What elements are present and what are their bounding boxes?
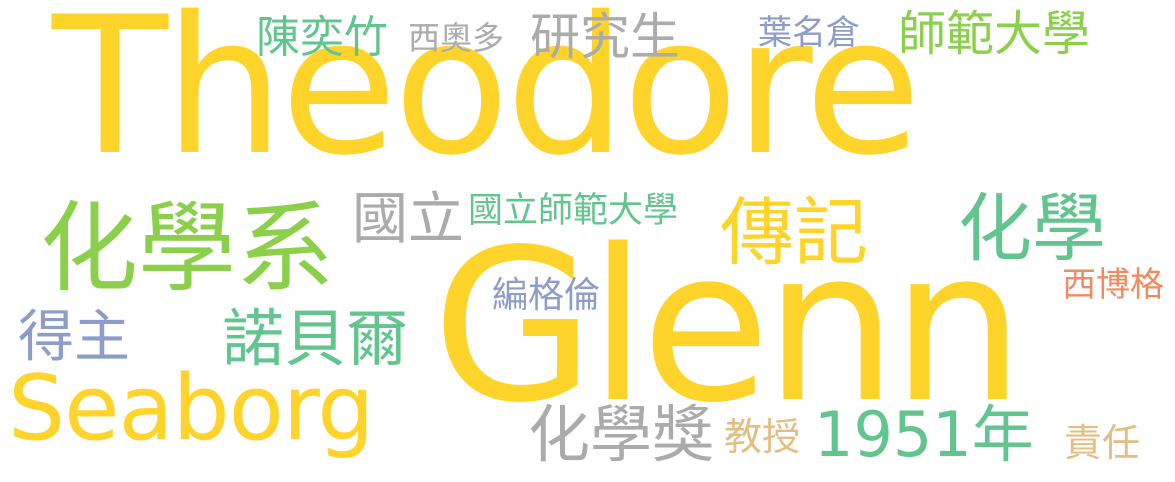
word-jiao-shou: 教授 <box>724 415 801 459</box>
word-1951-nian: 1951年 <box>814 398 1034 471</box>
word-guo-li-shi-fan-da-xue: 國立師範大學 <box>468 191 679 231</box>
word-shi-fan-da-xue: 師範大學 <box>898 6 1091 62</box>
word-glenn: Glenn <box>432 204 1024 449</box>
word-hua-xue-xi: 化學系 <box>40 192 335 306</box>
word-de-zhu: 得主 <box>18 305 130 370</box>
word-chen-yi-zhu: 陳奕竹 <box>256 12 388 63</box>
word-xi-ao-duo: 西奧多 <box>408 19 505 57</box>
word-zhuan-ji: 傳記 <box>720 190 868 276</box>
word-theodore: Theodore <box>52 0 921 197</box>
word-hua-xue-jiang: 化學獎 <box>528 398 715 471</box>
word-seaborg: Seaborg <box>8 356 374 461</box>
word-guo-li: 國立 <box>352 187 464 252</box>
word-xi-bo-ge: 西博格 <box>1062 265 1164 305</box>
word-bian-ge-lun: 編格倫 <box>492 275 601 316</box>
word-yan-jiu-sheng: 研究生 <box>530 8 680 66</box>
word-nuo-bei-er: 諾貝爾 <box>222 302 409 375</box>
word-ze-ren: 責任 <box>1064 421 1141 465</box>
word-ye-ming-cang: 葉名倉 <box>758 13 860 53</box>
word-hua-xue: 化學 <box>958 186 1106 272</box>
